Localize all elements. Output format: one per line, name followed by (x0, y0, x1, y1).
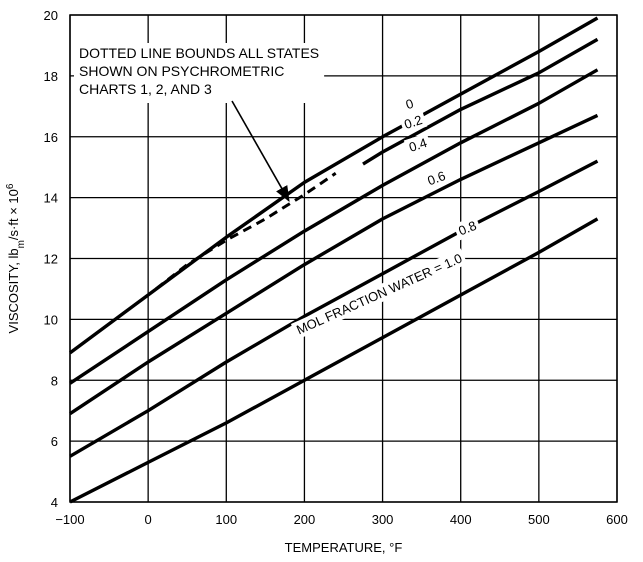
x-tick-labels: −100 0 100 200 300 400 500 600 (55, 512, 628, 527)
y-axis-label-exp: 6 (5, 183, 16, 189)
series-line-0-6 (69, 113, 599, 416)
annotation-arrow (231, 100, 290, 203)
curve-label: 0.8 (456, 218, 478, 239)
y-tick-label: 14 (44, 191, 58, 206)
x-axis-label: TEMPERATURE, °F (285, 540, 403, 555)
x-tick-label: 200 (294, 512, 316, 527)
y-axis-label-sub: m (16, 240, 27, 248)
y-tick-label: 12 (44, 252, 58, 267)
plot-frame (69, 14, 618, 503)
y-tick-label: 16 (44, 130, 58, 145)
y-axis-label-unit: /s·ft × 10 (6, 189, 21, 240)
y-tick-label: 18 (44, 69, 58, 84)
annotation-line-2: SHOWN ON PSYCHROMETRIC (79, 63, 284, 79)
boundary-dashed-line (155, 172, 337, 291)
series-line-1-0 (69, 217, 599, 504)
x-tick-label: 0 (145, 512, 152, 527)
curve-label-background (399, 110, 428, 134)
y-axis-label: VISCOSITY, lbm/s·ft × 106 (5, 183, 27, 333)
y-tick-label: 4 (51, 495, 58, 510)
curve-label: 0.4 (407, 135, 429, 155)
x-tick-label: 600 (606, 512, 628, 527)
series-line-0-8 (69, 159, 599, 458)
curve-label-background (453, 215, 482, 241)
curve-label: MOL FRACTION WATER = 1.0 (294, 251, 464, 338)
x-tick-label: 500 (528, 512, 550, 527)
curve-label: 0.2 (402, 112, 424, 132)
x-tick-label: 100 (215, 512, 237, 527)
y-tick-label: 8 (51, 373, 58, 388)
y-tick-label: 10 (44, 312, 58, 327)
series-line-0-2 (362, 37, 599, 166)
annotation-line-3: CHARTS 1, 2, AND 3 (79, 81, 212, 97)
series-group (68, 16, 599, 504)
curve-label-background (422, 166, 451, 191)
y-tick-label: 20 (44, 8, 58, 23)
y-tick-label: 6 (51, 434, 58, 449)
annotation: DOTTED LINE BOUNDS ALL STATES SHOWN ON P… (79, 45, 319, 203)
x-tick-label: 300 (372, 512, 394, 527)
series-line-0-4 (69, 68, 599, 385)
annotation-background (74, 43, 325, 103)
x-tick-label: 400 (450, 512, 472, 527)
curve-label: 0 (404, 96, 416, 113)
curve-label-background (400, 93, 419, 115)
curve-label-background (403, 133, 432, 157)
curve-label-background (290, 248, 468, 340)
curve-label: 0.6 (425, 168, 447, 188)
annotation-line-1: DOTTED LINE BOUNDS ALL STATES (79, 45, 319, 61)
y-tick-labels: 4 6 8 10 12 14 16 18 20 (44, 8, 58, 510)
y-axis-label-main: VISCOSITY, lb (6, 248, 21, 333)
x-tick-label: −100 (55, 512, 84, 527)
